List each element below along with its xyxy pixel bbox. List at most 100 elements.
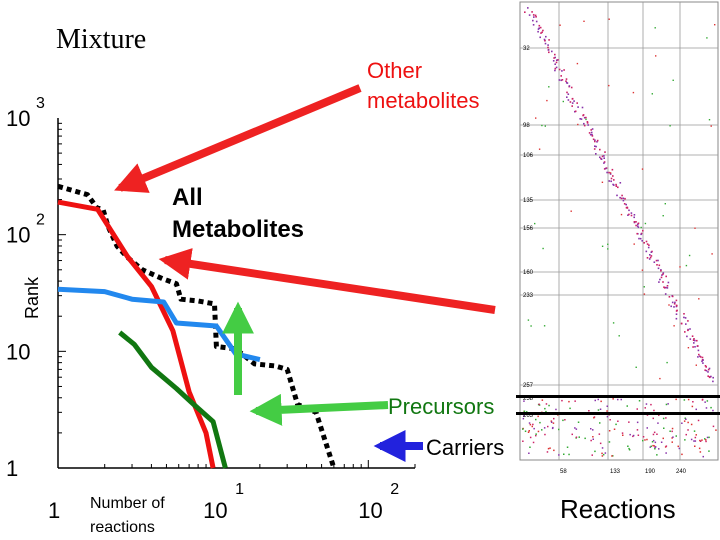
matrix-entry [699,451,702,453]
matrix-entry [551,50,553,53]
matrix-entry [575,428,578,430]
matrix-entry [659,377,661,380]
matrix-entry [712,425,715,428]
matrix-entry [588,410,590,412]
x-tick-exponent: 2 [390,481,399,498]
matrix-entry [630,214,633,217]
matrix-entry [547,425,549,428]
matrix-entry [691,405,694,408]
matrix-entry [637,226,640,229]
matrix-entry [535,433,537,435]
matrix-entry [537,30,539,33]
matrix-entry [523,400,525,402]
matrix-entry [675,310,678,312]
matrix-entry [594,450,596,453]
matrix-entry [679,266,681,268]
matrix-entry [558,68,561,71]
matrix-row-label: 233 [523,293,534,299]
series-line-0 [57,183,337,469]
matrix-entry [672,79,674,81]
matrix-entry [677,445,679,448]
matrix-entry [710,406,712,409]
series-line-1 [57,199,216,469]
matrix-entry [608,430,611,432]
matrix-entry [618,335,620,337]
matrix-entry [642,439,644,442]
matrix-entry [636,408,638,410]
matrix-entry [628,421,630,423]
matrix-entry [583,20,585,22]
matrix-entry [660,276,663,279]
matrix-entry [630,212,633,214]
matrix-entry [688,254,691,257]
matrix-entry [529,436,532,439]
matrix-entry [649,256,652,259]
matrix-entry [649,446,651,448]
matrix-entry [685,433,687,436]
matrix-entry [601,181,604,183]
matrix-entry [583,122,585,125]
matrix-entry [548,86,550,88]
matrix-entry [665,452,667,454]
matrix-entry [555,408,557,411]
matrix-entry [619,182,622,184]
matrix-entry [553,449,555,452]
matrix-entry [702,359,704,361]
matrix-entry [535,117,537,119]
matrix-entry [612,398,614,400]
matrix-entry [535,20,538,23]
matrix-entry [595,145,597,148]
matrix-entry [673,325,675,327]
matrix-entry [692,339,695,341]
matrix-entry [611,455,613,457]
matrix-entry [582,114,585,116]
matrix-col-label: 133 [610,469,621,475]
matrix-entry [627,445,629,447]
matrix-entry [636,429,639,431]
matrix-entry [612,322,615,324]
matrix-entry [707,371,709,373]
matrix-entry [542,247,544,250]
matrix-entry [581,106,584,109]
matrix-entry [624,197,626,200]
matrix-entry [569,407,571,410]
matrix-col-labels: 58 133 190 240 [560,469,687,475]
matrix-entry [683,316,685,319]
matrix-entry [705,407,708,409]
matrix-entry [654,441,657,444]
matrix-entry [658,264,661,267]
matrix-entry [656,264,658,266]
matrix-entry [555,61,558,64]
matrix-entry [553,57,555,59]
matrix-row-label: 135 [523,198,534,204]
matrix-entry [547,46,549,49]
matrix-entry [610,180,612,183]
matrix-entry [612,175,614,177]
matrix-entry [715,429,717,431]
matrix-col-label: 190 [645,469,656,475]
matrix-entry [642,436,645,438]
matrix-entry [554,53,556,56]
matrix-entry [673,306,675,308]
matrix-entry [552,426,554,429]
matrix-entry [685,323,687,325]
matrix-entry [561,399,563,402]
matrix-entry [603,161,606,163]
matrix-entry [583,116,586,119]
matrix-entry [528,430,530,432]
matrix-frame [519,1,719,461]
matrix-entry [522,440,524,442]
matrix-entry [659,278,661,281]
matrix-entry [686,335,688,338]
matrix-entry [539,36,541,39]
matrix-entry [705,439,707,441]
matrix-entry [699,440,702,442]
matrix-entry [574,400,576,402]
matrix-entry [697,345,699,347]
matrix-entry [547,49,550,51]
matrix-entry [701,360,703,363]
matrix-entry [557,59,559,61]
matrix-entry [645,240,648,243]
matrix-entry [704,369,706,371]
matrix-entry [558,428,560,431]
